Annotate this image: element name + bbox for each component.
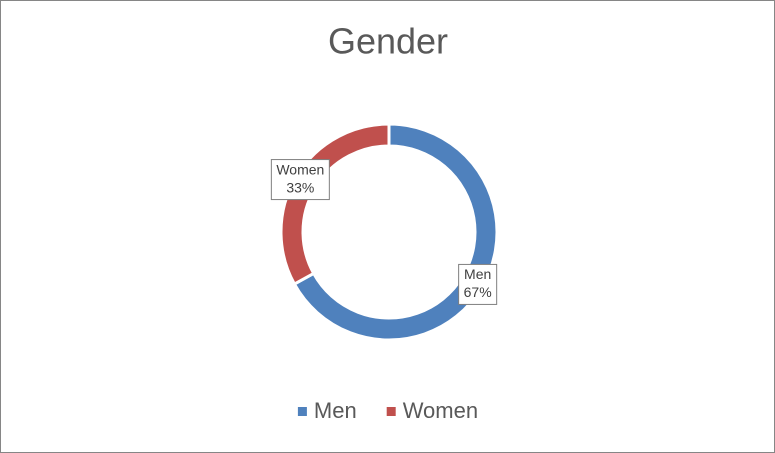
data-label-value: 67% [464,284,492,300]
legend: Men Women [297,398,478,423]
data-label: Women 33% [270,159,330,201]
chart-title: Gender [328,21,448,62]
data-label-box [458,263,498,305]
data-label-box [270,159,330,201]
data-label: Men 67% [458,263,498,305]
data-label-category: Men [464,266,491,282]
data-label-value: 33% [286,179,314,195]
donut-slice [292,122,499,342]
data-label-category: Women [276,161,324,177]
legend-label: Women [403,398,478,423]
legend-label: Men [314,398,357,423]
legend-swatch [297,407,307,416]
legend-swatch [386,407,396,416]
